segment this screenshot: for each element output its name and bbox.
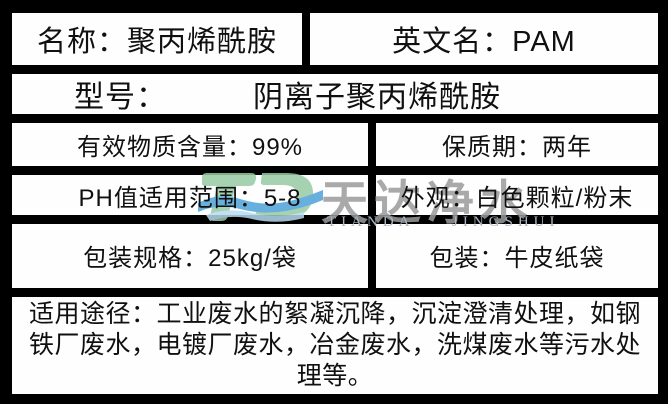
row-usage: 适用途径：工业废水的絮凝沉降，沉淀澄清处理，如钢铁厂废水，电镀厂废水，冶金废水，… [12,297,658,394]
row-content-shelf: 有效物质含量：99% 保质期：两年 [12,122,658,167]
cell-active-content: 有效物质含量：99% [12,122,368,167]
shelf-life-text: 保质期：两年 [442,134,592,162]
row-ph-appearance: PH值适用范围：5-8 外观：白色颗粒/粉末 [12,175,658,215]
product-name-text: 名称：聚丙烯酰胺 [36,25,277,58]
ph-range-text: PH值适用范围：5-8 [78,184,302,212]
cell-appearance: 外观：白色颗粒/粉末 [376,175,658,215]
model-label-text: 型号： [74,80,167,114]
row-package: 包装规格：25kg/袋 包装：牛皮纸袋 [12,223,658,288]
english-name-text: 英文名：PAM [392,25,576,58]
cell-ph-range: PH值适用范围：5-8 [12,175,368,215]
cell-shelf-life: 保质期：两年 [376,122,658,167]
cell-english-name: 英文名：PAM [310,13,658,65]
package-spec-text: 包装规格：25kg/袋 [83,245,297,273]
cell-package-spec: 包装规格：25kg/袋 [12,223,368,288]
model-value-text: 阴离子聚丙烯酰胺 [253,80,501,114]
cell-package: 包装：牛皮纸袋 [376,223,658,288]
row-model: 型号： 阴离子聚丙烯酰胺 [12,73,658,114]
cell-usage: 适用途径：工业废水的絮凝沉降，沉淀澄清处理，如钢铁厂废水，电镀厂废水，冶金废水，… [12,297,658,394]
appearance-text: 外观：白色颗粒/粉末 [400,184,634,212]
active-content-text: 有效物质含量：99% [76,134,304,162]
cell-model: 型号： 阴离子聚丙烯酰胺 [12,73,658,114]
usage-text: 适用途径：工业废水的絮凝沉降，沉淀澄清处理，如钢铁厂废水，电镀厂废水，冶金废水，… [28,300,641,390]
cell-product-name: 名称：聚丙烯酰胺 [12,13,302,65]
row-name: 名称：聚丙烯酰胺 英文名：PAM [12,13,658,65]
package-text: 包装：牛皮纸袋 [429,245,605,273]
